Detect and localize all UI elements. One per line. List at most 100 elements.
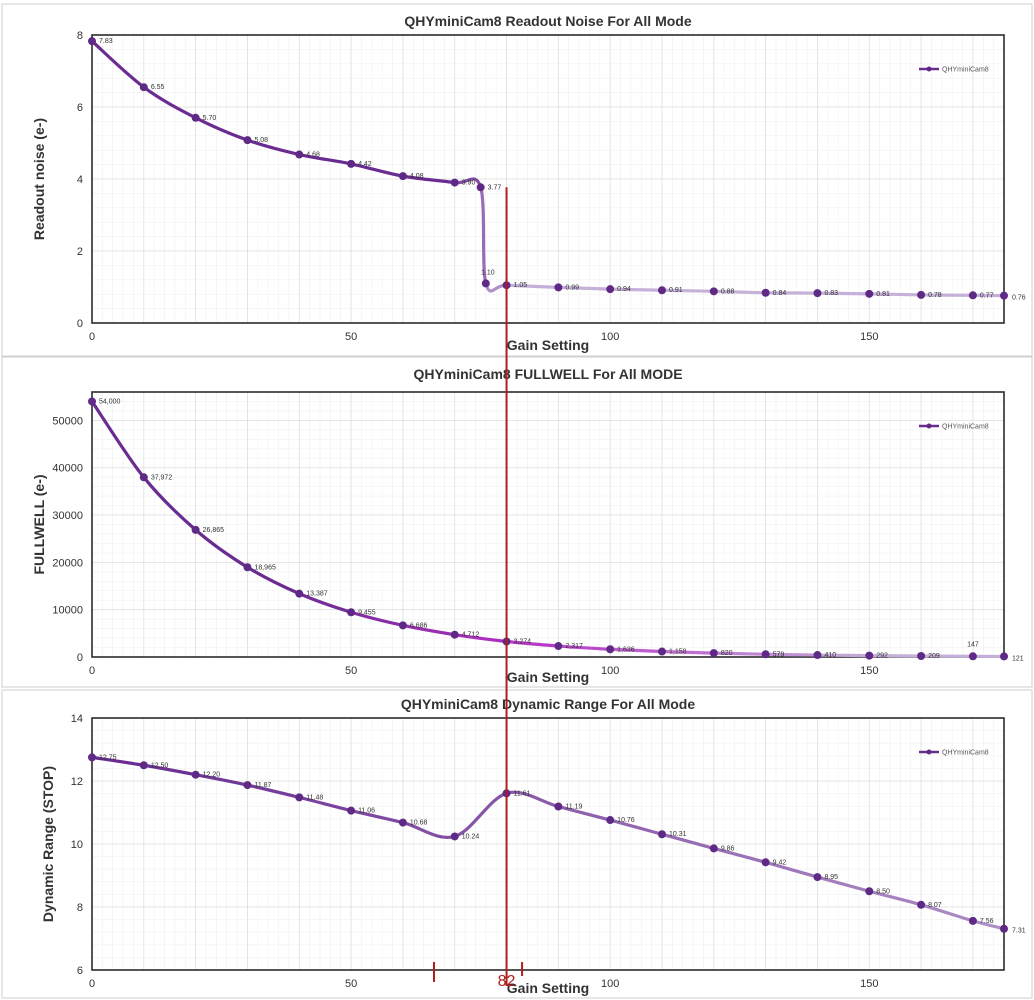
data-point: [481, 279, 490, 288]
data-point: [917, 652, 926, 661]
data-label: 7.83: [99, 38, 113, 45]
data-point: [450, 630, 459, 639]
y-tick-label: 10000: [52, 605, 83, 617]
plot-area-border: [91, 717, 1005, 971]
data-point: [709, 649, 718, 658]
data-label: 1.10: [481, 269, 495, 276]
data-point: [709, 844, 718, 853]
series-markers: 54,000 37,972 26,865 18,965 13,387 9,455 6,686…: [88, 397, 1024, 662]
series-line-segment: [245, 783, 301, 799]
chart-panel-1: QHYminiCam8 Readout Noise For All Mode Ga…: [1, 3, 1033, 357]
y-axis-title: FULLWELL (e-): [31, 474, 47, 574]
y-axis-title: Readout noise (e-): [31, 118, 47, 240]
chart-panel-3: QHYminiCam8 Dynamic Range For All Mode Ga…: [1, 689, 1033, 999]
y-axis-title: Dynamic Range (STOP): [40, 766, 56, 922]
plot-area-border: [91, 34, 1005, 324]
legend-label: QHYminiCam8: [942, 67, 989, 74]
chart-title: QHYminiCam8 FULLWELL For All MODE: [413, 366, 682, 382]
data-point: [658, 286, 666, 295]
data-label: 11.06: [358, 808, 375, 815]
data-point: [295, 589, 304, 598]
series-line-segment: [401, 623, 457, 637]
series-line-segment: [608, 647, 664, 654]
series-line-segment: [297, 795, 353, 813]
y-tick-label: 50000: [52, 415, 83, 427]
data-label: 8.50: [876, 888, 890, 895]
series-line-segment: [815, 875, 871, 893]
series-line-segment: [142, 763, 198, 777]
data-point: [347, 159, 356, 168]
data-point: [243, 563, 252, 572]
y-tick-label: 0: [77, 652, 83, 664]
data-label: 1,636: [617, 646, 635, 653]
data-point: [554, 642, 563, 651]
data-point: [295, 793, 304, 802]
data-point: [347, 608, 356, 617]
x-tick-label: 100: [601, 665, 619, 677]
y-tick-label: 20000: [52, 557, 83, 569]
series-line-segment: [712, 846, 768, 864]
chart-grid: [91, 717, 1005, 971]
data-point: [917, 900, 926, 909]
data-point: [450, 178, 459, 187]
data-label: 54,000: [99, 398, 121, 405]
data-label: 11.19: [565, 804, 582, 811]
data-label: 12.50: [151, 762, 169, 769]
data-label: 7.31: [1012, 928, 1026, 935]
series-line-segment: [556, 285, 612, 291]
data-label: 292: [876, 653, 888, 660]
series-line-segment: [349, 610, 405, 627]
series-line-segment: [764, 652, 820, 657]
y-tick-label: 4: [77, 174, 83, 186]
data-label: 147: [967, 641, 979, 648]
data-label: 11.61: [514, 790, 531, 797]
data-label: 11.87: [254, 782, 271, 789]
data-label: 9,455: [358, 609, 376, 616]
data-point: [658, 830, 666, 839]
data-label: 3.77: [488, 184, 502, 191]
data-point: [139, 473, 148, 482]
data-point: [606, 645, 615, 654]
data-point: [917, 290, 926, 299]
series-line-segment: [194, 528, 250, 569]
data-label: 26,865: [203, 527, 225, 534]
data-point: [398, 818, 407, 827]
legend-label: QHYminiCam8: [942, 750, 989, 757]
series-markers: 7.83 6.55 5.70 5.08 4.68 4.42 4.08 3.90 3.77 1.10…: [88, 37, 1026, 302]
data-label: 1,158: [669, 649, 687, 656]
x-tick-label: 150: [860, 665, 878, 677]
data-label: 4.68: [306, 152, 320, 159]
series-markers: 12.75 12.50 12.20 11.87 11.48 11.06 10.68 10.24…: [88, 753, 1026, 935]
data-point: [1000, 652, 1008, 661]
data-point: [865, 651, 874, 660]
y-tick-label: 8: [77, 30, 83, 42]
x-tick-label: 0: [89, 978, 95, 990]
series-line-segment: [349, 162, 405, 178]
charts-panels: QHYminiCam8 Readout Noise For All Mode Ga…: [1, 3, 1033, 999]
series-line-segment: [453, 633, 509, 644]
data-label: 579: [773, 651, 785, 658]
legend-label: QHYminiCam8: [942, 424, 989, 431]
series-line-segment: [479, 185, 488, 285]
data-point: [191, 525, 200, 534]
chart-legend: QHYminiCam8: [919, 749, 989, 757]
y-tick-label: 2: [77, 246, 83, 258]
x-axis-title: Gain Setting: [507, 337, 589, 353]
series-line-segment: [660, 832, 716, 851]
data-label: 209: [928, 653, 940, 660]
y-tick-label: 40000: [52, 463, 83, 475]
data-label: 12.20: [203, 772, 221, 779]
data-label: 8.95: [824, 874, 838, 881]
gain-marker-value: 82: [498, 973, 516, 990]
chart-grid: [91, 34, 1005, 324]
series-line-segment: [90, 399, 146, 479]
series-line-segment: [867, 292, 923, 297]
data-point: [968, 291, 977, 300]
data-label: 10.24: [462, 833, 480, 840]
data-point: [761, 288, 770, 297]
data-point: [865, 289, 874, 298]
data-point: [243, 781, 252, 790]
data-label: 820: [721, 650, 733, 657]
data-label: 37,972: [151, 474, 173, 481]
series-line-segment: [660, 649, 716, 655]
